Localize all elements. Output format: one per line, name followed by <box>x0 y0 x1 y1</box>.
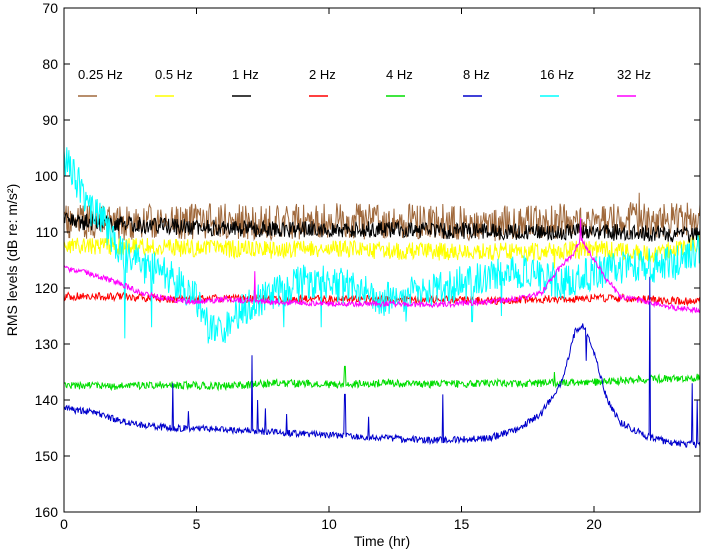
series-line-1-hz <box>63 212 701 243</box>
y-axis-title-text: RMS levels (dB re: m/s²) <box>4 184 20 336</box>
y-tick-label: 100 <box>35 168 59 184</box>
y-tick-label: 150 <box>35 448 59 464</box>
series-layer <box>63 147 701 449</box>
legend-label: 8 Hz <box>463 67 490 82</box>
y-tick-label: 140 <box>35 392 59 408</box>
y-tick-label: 70 <box>42 0 58 16</box>
legend-label: 0.25 Hz <box>78 67 123 82</box>
series-line-8-hz <box>63 276 701 449</box>
y-axis-title: RMS levels (dB re: m/s²) <box>4 184 20 336</box>
legend: 0.25 Hz 0.5 Hz 1 Hz 2 Hz 4 Hz 8 Hz 16 Hz 32 Hz <box>78 67 651 97</box>
y-tick-label: 80 <box>42 56 58 72</box>
x-tick-label: 10 <box>321 516 337 532</box>
y-tick-label: 160 <box>35 504 59 520</box>
legend-label: 0.5 Hz <box>155 67 193 82</box>
series-line-32-hz <box>63 217 701 314</box>
y-tick-label: 90 <box>42 112 58 128</box>
legend-label: 16 Hz <box>540 67 574 82</box>
y-tick-label: 120 <box>35 280 59 296</box>
series-line-4-hz <box>63 365 701 392</box>
legend-label: 32 Hz <box>617 67 651 82</box>
x-tick-label: 20 <box>586 516 602 532</box>
x-tick-label: 5 <box>193 516 201 532</box>
y-tick-label: 110 <box>36 224 59 240</box>
y-tick-label: 130 <box>35 336 59 352</box>
legend-label: 1 Hz <box>232 67 259 82</box>
legend-label: 4 Hz <box>386 67 413 82</box>
series-line-0-5-hz <box>63 233 701 269</box>
x-tick-label: 0 <box>60 516 68 532</box>
x-tick-label: 15 <box>454 516 470 532</box>
x-axis-title: Time (hr) <box>354 533 410 549</box>
legend-label: 2 Hz <box>309 67 336 82</box>
plot-frame <box>63 7 701 513</box>
